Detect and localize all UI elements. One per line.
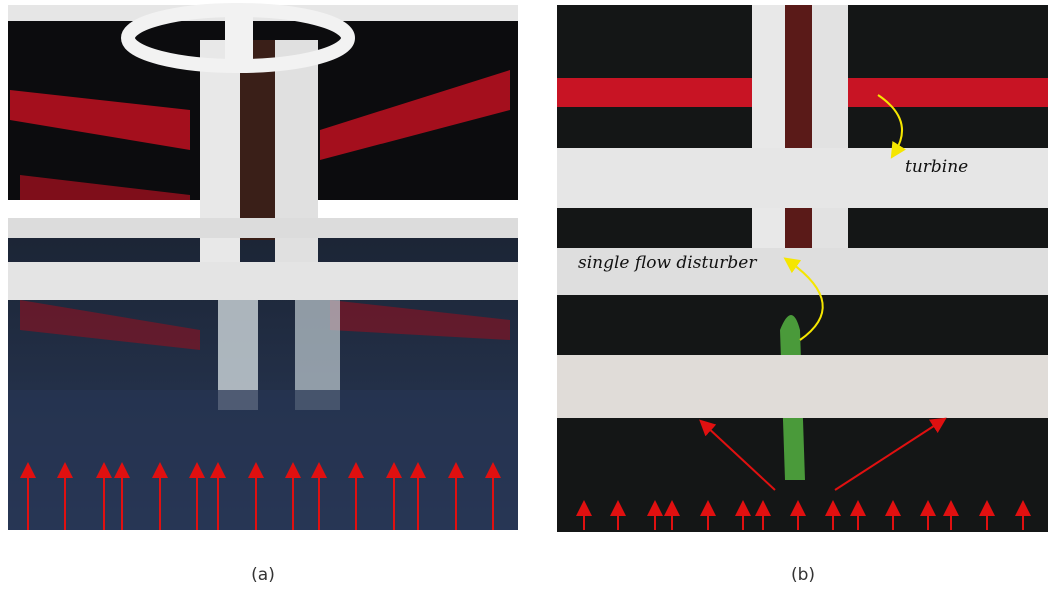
panel-label: (b) — [791, 565, 815, 585]
figure: (a) turbine single flow disturber (b) — [0, 0, 1048, 597]
photo-a — [8, 5, 518, 530]
panel-label: (a) — [251, 565, 275, 585]
annotation: single flow disturber — [578, 253, 757, 273]
annotation: turbine — [905, 157, 968, 177]
